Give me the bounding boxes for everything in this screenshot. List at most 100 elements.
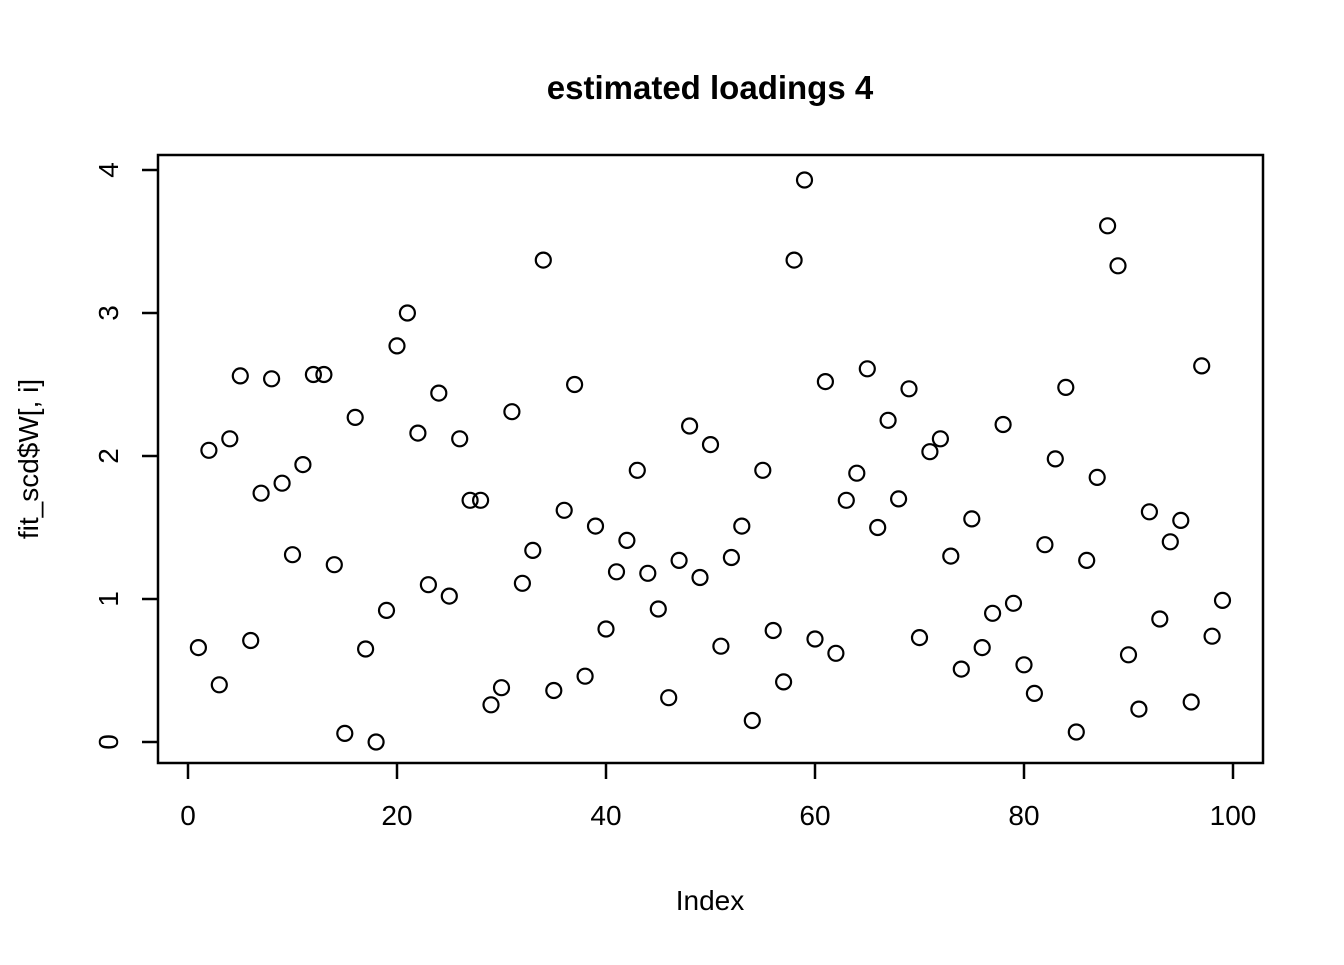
data-point (607, 563, 626, 581)
data-point (994, 415, 1012, 434)
data-point (1203, 627, 1221, 645)
data-point (430, 384, 448, 402)
data-point (848, 464, 866, 482)
data-point (879, 411, 897, 429)
data-point (712, 637, 730, 655)
data-point (263, 370, 281, 388)
data-point (513, 574, 532, 592)
data-point (1130, 700, 1148, 718)
data-point (1025, 684, 1044, 703)
data-point (670, 551, 688, 570)
data-point (221, 430, 239, 448)
data-point (273, 474, 291, 492)
data-point (357, 640, 375, 658)
data-point (398, 304, 416, 322)
data-point (545, 681, 563, 700)
data-point (336, 724, 354, 743)
data-point (440, 587, 458, 605)
data-point (231, 367, 249, 385)
data-point (921, 443, 939, 461)
y-tick-label: 1 (93, 591, 124, 607)
x-axis-ticks: 0 20 40 60 80 100 (180, 763, 1256, 831)
x-tick-label: 20 (381, 800, 412, 831)
data-point (283, 546, 302, 564)
data-point (701, 436, 720, 454)
data-point (346, 408, 364, 426)
data-point (1004, 594, 1023, 612)
data-point (827, 644, 845, 662)
data-point (565, 375, 584, 394)
data-point (942, 547, 960, 565)
x-tick-label: 40 (590, 800, 621, 831)
data-point (754, 461, 772, 479)
chart-title: estimated loadings 4 (547, 69, 874, 106)
data-point (461, 491, 479, 509)
data-point (1193, 357, 1211, 375)
x-tick-label: 80 (1008, 800, 1039, 831)
data-point (492, 679, 511, 697)
x-tick-label: 100 (1210, 800, 1257, 831)
data-point (1015, 656, 1033, 674)
data-point (451, 430, 469, 448)
data-point (388, 337, 406, 355)
data-point (524, 541, 542, 560)
data-point (409, 424, 427, 442)
data-point (774, 673, 793, 691)
data-point (189, 638, 207, 657)
data-point (1151, 610, 1169, 628)
data-point (795, 171, 814, 189)
data-point (952, 660, 970, 678)
y-tick-label: 3 (93, 305, 124, 321)
data-point (315, 365, 333, 384)
data-point (931, 430, 950, 448)
data-point (482, 696, 500, 714)
data-point (963, 510, 981, 528)
data-point (210, 676, 228, 694)
y-tick-label: 0 (93, 734, 124, 750)
data-point (1078, 551, 1096, 570)
y-axis-label: fit_scd$W[, i] (13, 379, 44, 539)
data-point (294, 456, 312, 474)
x-tick-label: 60 (799, 800, 830, 831)
data-point (534, 251, 552, 269)
data-point (900, 380, 918, 398)
data-point (1182, 693, 1200, 711)
plot-border (156, 153, 1265, 765)
data-point (242, 631, 260, 650)
data-point (816, 373, 835, 391)
data-point (1098, 217, 1117, 235)
data-point (764, 621, 782, 640)
data-point (1057, 378, 1075, 396)
data-point (555, 501, 573, 519)
data-point (733, 517, 751, 535)
x-tick-label: 0 (180, 800, 196, 831)
y-tick-label: 4 (93, 162, 124, 178)
data-point (377, 601, 396, 620)
data-point (649, 600, 667, 618)
data-point (639, 564, 657, 582)
data-point (628, 461, 646, 479)
data-point (618, 531, 636, 550)
data-point (910, 628, 929, 647)
data-point (858, 360, 876, 378)
data-point (973, 638, 991, 657)
data-point (1119, 646, 1138, 664)
data-point (304, 365, 322, 384)
data-point (1172, 511, 1190, 530)
data-point (586, 517, 605, 535)
y-tick-label: 2 (93, 448, 124, 464)
data-point (1213, 591, 1232, 610)
data-point (367, 733, 385, 751)
data-point (691, 568, 709, 587)
data-point (325, 556, 343, 574)
data-point (576, 667, 594, 685)
data-point (680, 417, 699, 435)
data-point (1046, 450, 1064, 468)
data-point (472, 491, 490, 509)
x-axis-label: Index (676, 885, 745, 916)
data-point (743, 711, 761, 730)
data-point (200, 441, 218, 459)
data-point (1067, 723, 1085, 741)
